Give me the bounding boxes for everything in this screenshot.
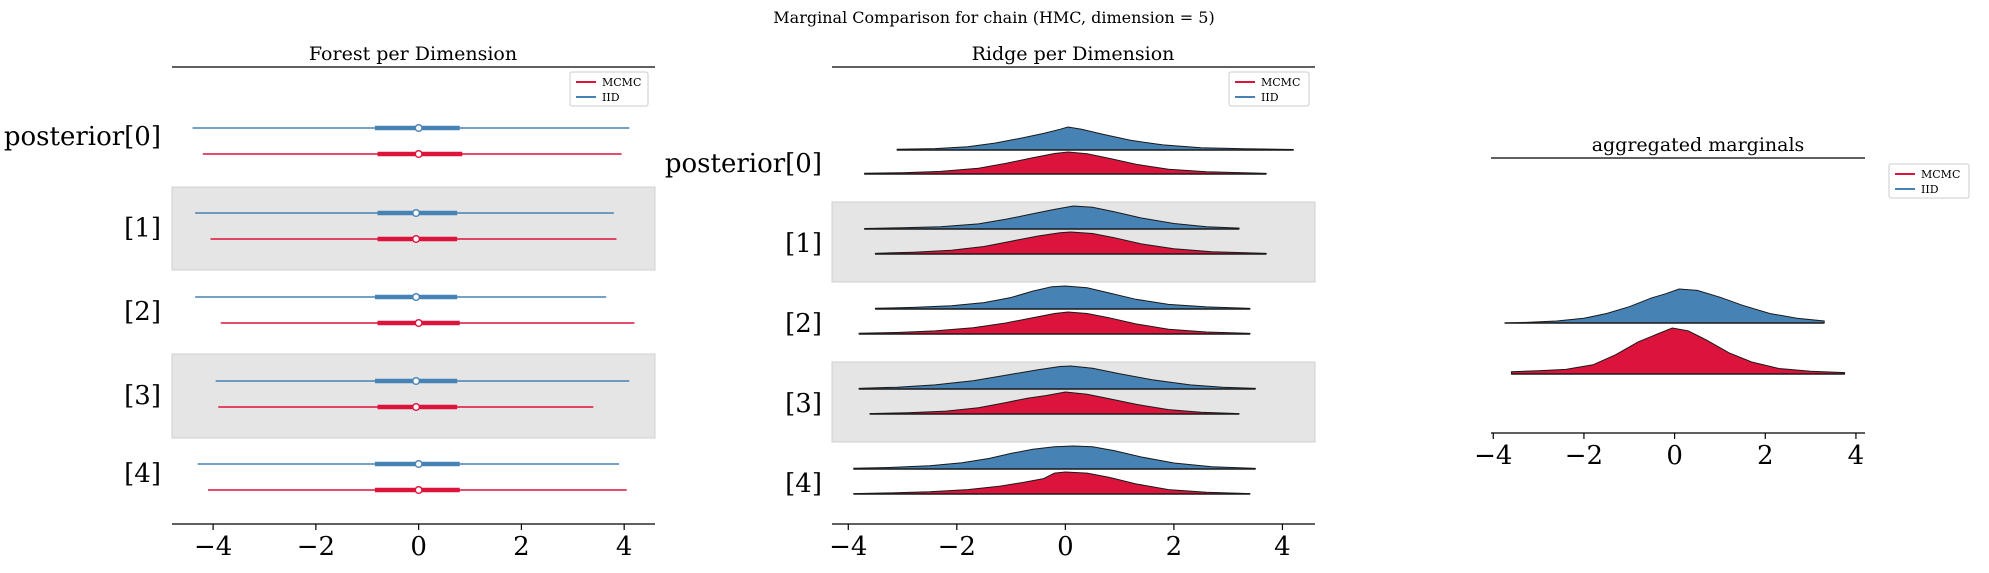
legend-label-iid: IID bbox=[602, 91, 620, 104]
forest-interval-mcmc bbox=[210, 234, 617, 243]
forest-interval-mcmc bbox=[207, 486, 627, 495]
ridge-density-iid bbox=[896, 126, 1294, 151]
row-label: posterior[0] bbox=[4, 122, 161, 152]
x-tick-label: −4 bbox=[829, 532, 867, 562]
legend-label-iid: IID bbox=[1261, 91, 1279, 104]
median-point bbox=[412, 377, 421, 386]
aggregated-density-mcmc bbox=[1510, 327, 1846, 375]
median-point bbox=[414, 149, 423, 158]
ridge-density-mcmc bbox=[864, 151, 1267, 175]
forest-panel: Forest per Dimension posterior[0] [1] [2] [… bbox=[4, 43, 656, 562]
aggregated-title: aggregated marginals bbox=[1592, 134, 1805, 156]
row-label: [2] bbox=[124, 297, 161, 327]
row-label: [3] bbox=[124, 381, 161, 411]
x-tick-label: 0 bbox=[1666, 441, 1683, 471]
median-point bbox=[412, 208, 421, 217]
aggregated-panel: aggregated marginals −4 −2 0 2 4 MCMC IID bbox=[1474, 134, 1970, 471]
forest-interval-iid bbox=[215, 377, 630, 386]
row-band bbox=[171, 186, 656, 271]
legend-label-iid: IID bbox=[1921, 183, 1939, 196]
forest-interval-iid bbox=[195, 293, 607, 302]
legend: MCMC IID bbox=[569, 71, 649, 107]
forest-interval-iid bbox=[197, 460, 620, 469]
x-tick-label: 2 bbox=[1166, 532, 1183, 562]
median-point bbox=[412, 293, 421, 302]
legend: MCMC IID bbox=[1888, 163, 1970, 199]
median-point bbox=[412, 403, 421, 412]
forest-interval-iid bbox=[195, 208, 614, 217]
x-tick-label: 2 bbox=[513, 532, 530, 562]
ridge-panel: Ridge per Dimension posterior[0] [1] [2] [3… bbox=[665, 43, 1316, 562]
x-tick-label: 2 bbox=[1757, 441, 1774, 471]
median-point bbox=[414, 123, 423, 132]
x-tick-label: −4 bbox=[194, 532, 232, 562]
x-tick-label: −2 bbox=[297, 532, 335, 562]
ridge-density-iid bbox=[858, 365, 1256, 390]
row-label: [4] bbox=[124, 459, 161, 489]
row-label: posterior[0] bbox=[665, 149, 822, 179]
forest-interval-mcmc bbox=[220, 319, 635, 328]
forest-title: Forest per Dimension bbox=[309, 43, 517, 65]
row-label: [1] bbox=[785, 229, 822, 259]
x-tick-label: 4 bbox=[1274, 532, 1291, 562]
row-label: [3] bbox=[785, 389, 822, 419]
ridge-density-iid bbox=[853, 445, 1256, 470]
x-tick-label: 0 bbox=[1057, 532, 1074, 562]
x-tick-label: −4 bbox=[1474, 441, 1512, 471]
forest-interval-mcmc bbox=[202, 149, 622, 158]
ridge-density-mcmc bbox=[874, 231, 1267, 255]
median-point bbox=[414, 460, 423, 469]
legend-label-mcmc: MCMC bbox=[1921, 168, 1960, 181]
legend-label-mcmc: MCMC bbox=[1261, 76, 1300, 89]
ridge-title: Ridge per Dimension bbox=[972, 43, 1175, 65]
x-tick-label: 4 bbox=[616, 532, 633, 562]
x-tick-label: 0 bbox=[410, 532, 427, 562]
forest-interval-mcmc bbox=[218, 403, 594, 412]
x-tick-label: 4 bbox=[1848, 441, 1865, 471]
median-point bbox=[412, 234, 421, 243]
row-label: [4] bbox=[785, 469, 822, 499]
aggregated-density-iid bbox=[1504, 288, 1825, 324]
legend-label-mcmc: MCMC bbox=[602, 76, 641, 89]
x-tick-label: −2 bbox=[938, 532, 976, 562]
forest-interval-iid bbox=[192, 123, 630, 132]
ridge-density-mcmc bbox=[858, 311, 1251, 335]
ridge-density-iid bbox=[864, 205, 1240, 230]
ridge-density-mcmc bbox=[853, 471, 1251, 495]
median-point bbox=[414, 319, 423, 328]
row-label: [2] bbox=[785, 309, 822, 339]
ridge-density-mcmc bbox=[869, 391, 1240, 415]
x-tick-label: −2 bbox=[1565, 441, 1603, 471]
legend: MCMC IID bbox=[1228, 71, 1310, 107]
row-label: [1] bbox=[124, 214, 161, 244]
median-point bbox=[414, 486, 423, 495]
figure-suptitle: Marginal Comparison for chain (HMC, dime… bbox=[773, 8, 1214, 27]
ridge-density-iid bbox=[874, 285, 1251, 310]
row-band bbox=[171, 353, 656, 439]
